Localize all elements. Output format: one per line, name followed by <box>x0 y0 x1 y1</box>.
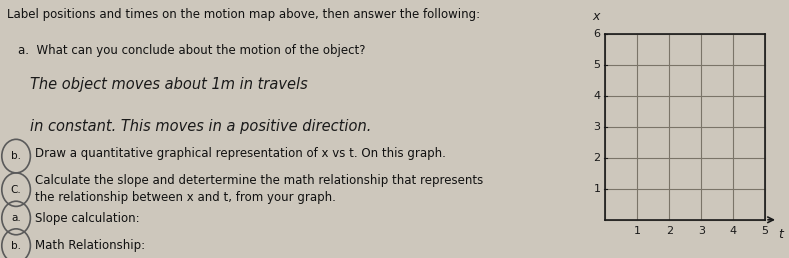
Text: 6: 6 <box>593 29 600 39</box>
Text: 3: 3 <box>697 226 705 236</box>
Text: x: x <box>593 10 600 23</box>
Text: the relationship between x and t, from your graph.: the relationship between x and t, from y… <box>35 191 335 204</box>
Text: C.: C. <box>11 185 21 195</box>
Text: 5: 5 <box>761 226 768 236</box>
Text: Draw a quantitative graphical representation of x vs t. On this graph.: Draw a quantitative graphical representa… <box>35 147 446 160</box>
Text: b.: b. <box>11 241 21 251</box>
Text: 4: 4 <box>730 226 737 236</box>
Text: 1: 1 <box>634 226 641 236</box>
Text: a.: a. <box>11 213 21 223</box>
Text: in constant. This moves in a positive direction.: in constant. This moves in a positive di… <box>30 119 371 134</box>
Text: a.  What can you conclude about the motion of the object?: a. What can you conclude about the motio… <box>18 44 365 57</box>
Text: 1: 1 <box>593 184 600 194</box>
Text: b.: b. <box>11 151 21 161</box>
Text: t: t <box>779 228 783 240</box>
Text: 2: 2 <box>593 153 600 163</box>
Text: 3: 3 <box>593 122 600 132</box>
Text: Math Relationship:: Math Relationship: <box>35 239 144 252</box>
Text: 5: 5 <box>593 60 600 70</box>
Text: 4: 4 <box>593 91 600 101</box>
Text: The object moves about 1m in travels: The object moves about 1m in travels <box>30 77 308 92</box>
Text: Calculate the slope and detertermine the math relationship that represents: Calculate the slope and detertermine the… <box>35 174 483 187</box>
Text: Label positions and times on the motion map above, then answer the following:: Label positions and times on the motion … <box>7 8 481 21</box>
Text: Slope calculation:: Slope calculation: <box>35 212 139 224</box>
Text: 2: 2 <box>666 226 673 236</box>
